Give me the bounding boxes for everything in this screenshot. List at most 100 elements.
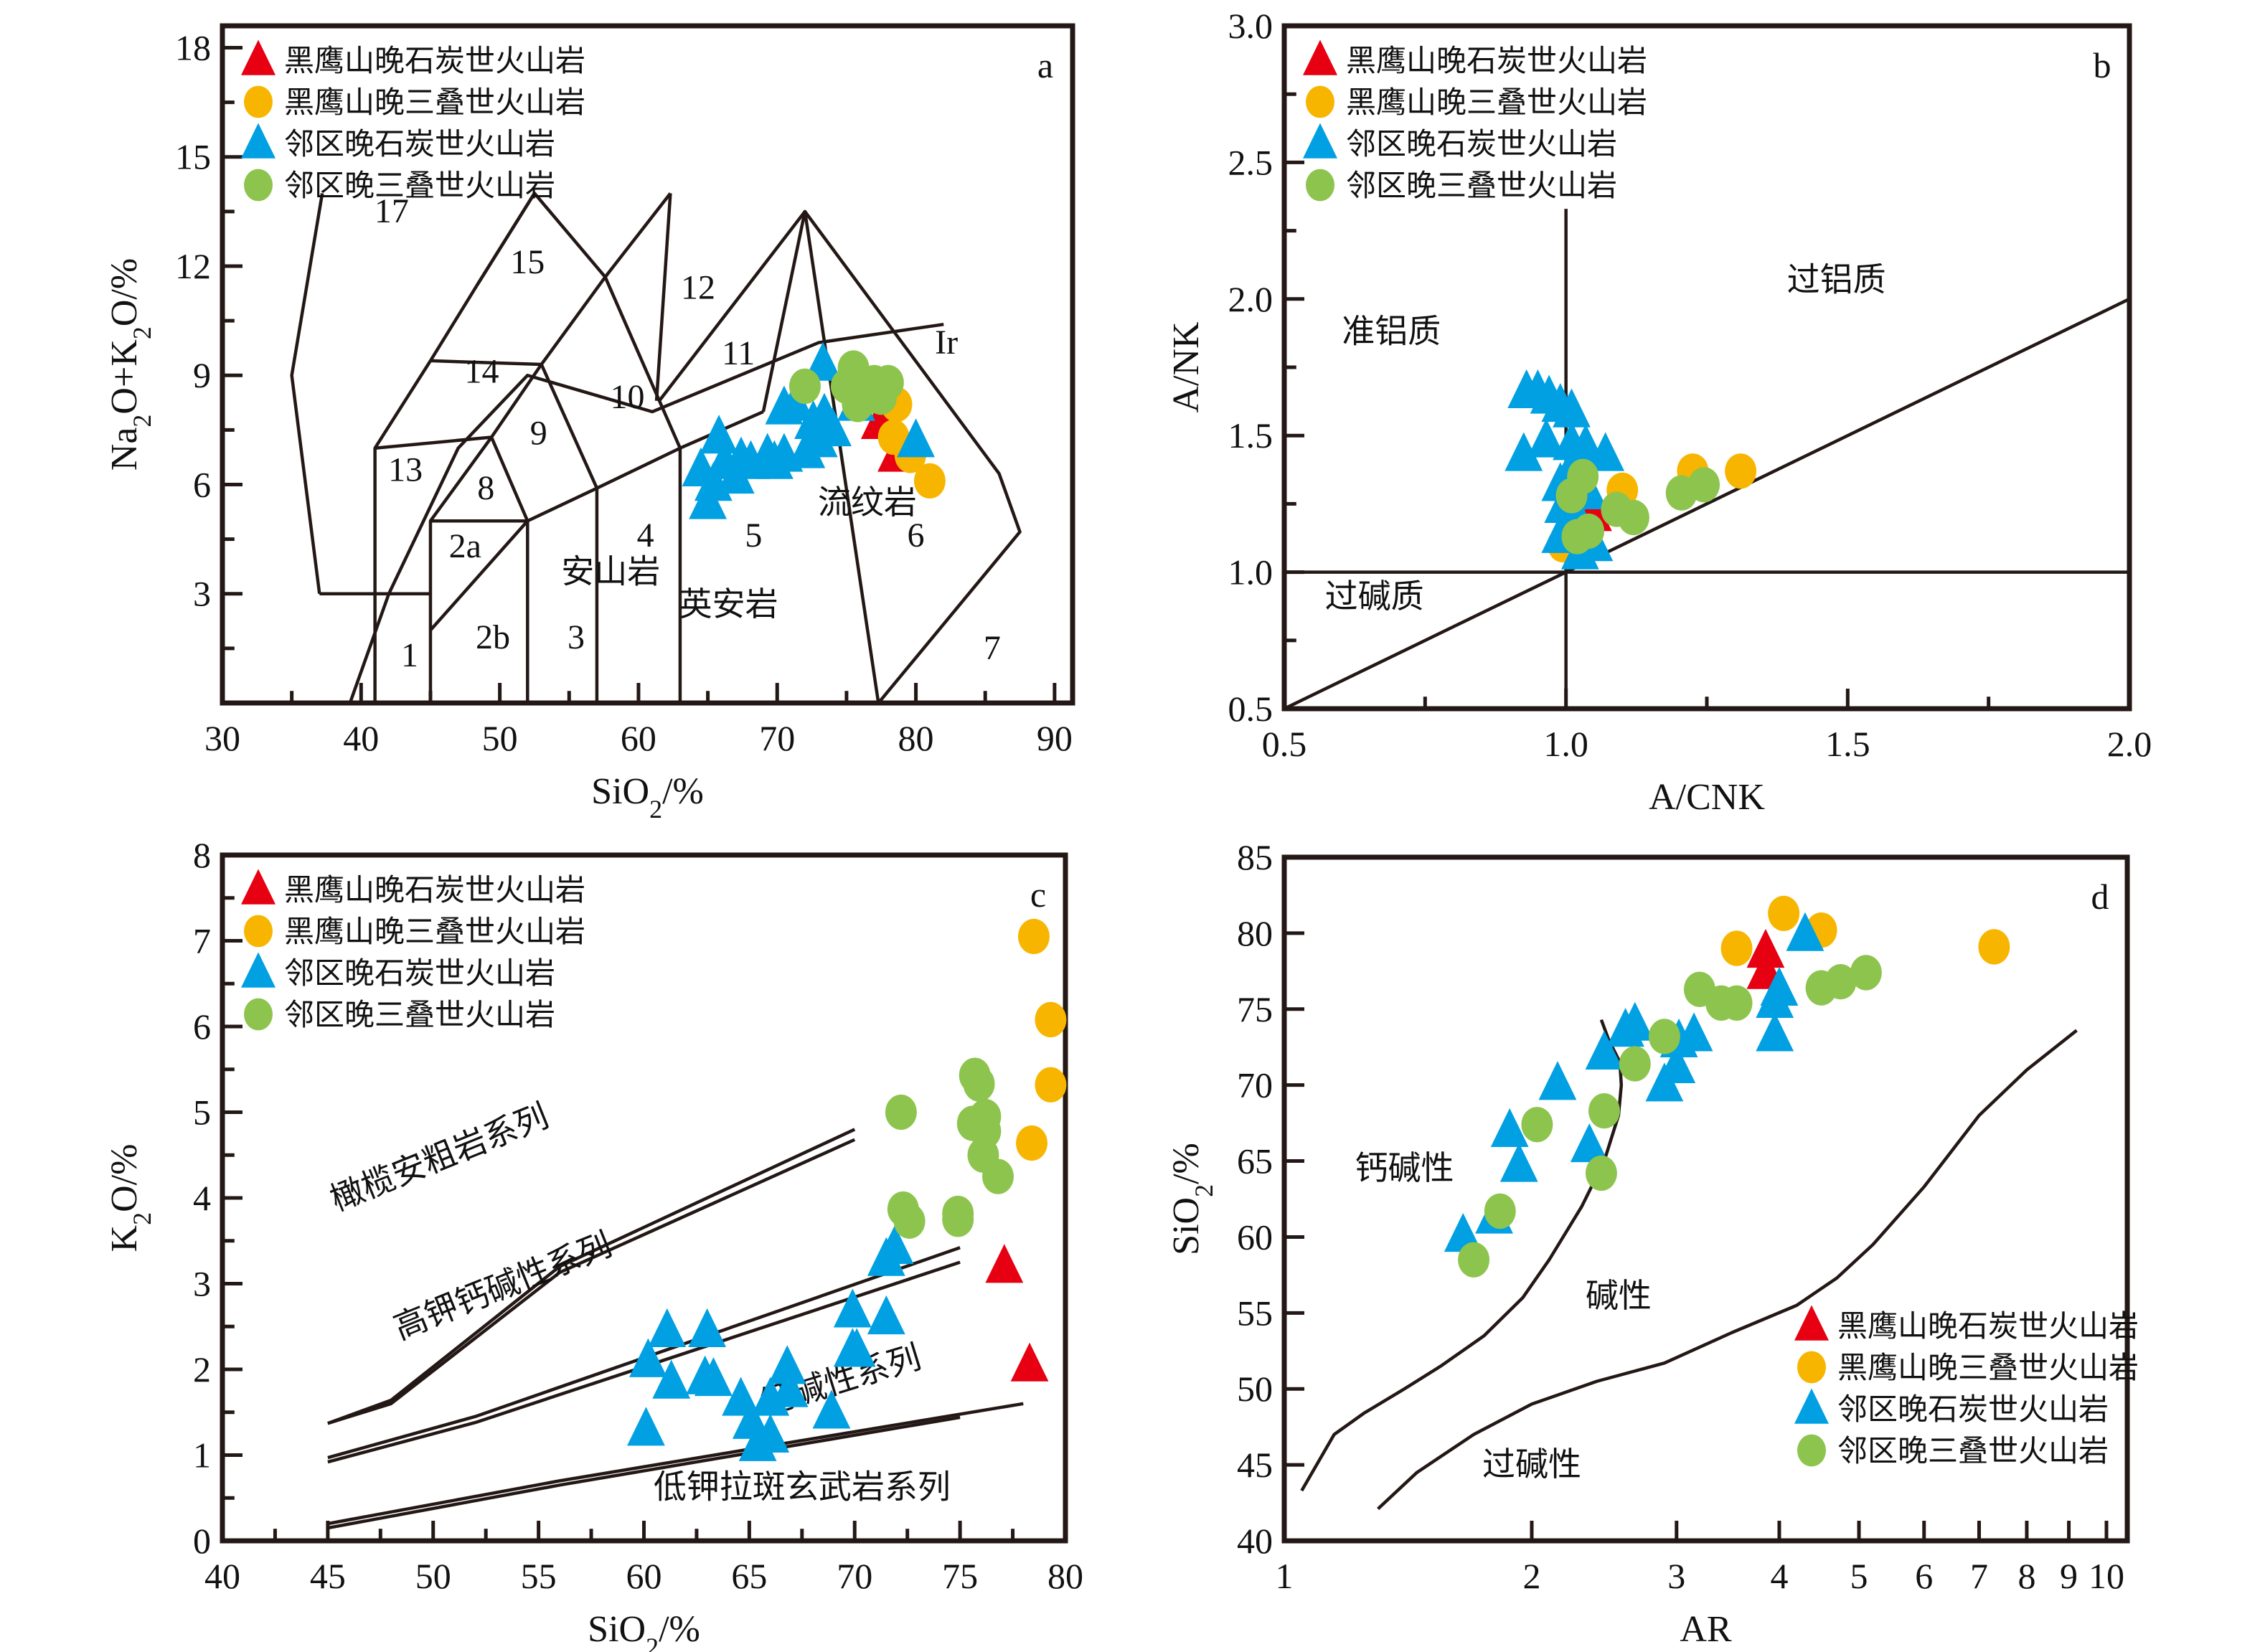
label-part: SiO — [591, 771, 649, 812]
y-tick-label: 2.5 — [1228, 142, 1273, 182]
data-point — [1538, 1061, 1577, 1100]
data-point — [1850, 955, 1882, 991]
data-point — [867, 1295, 905, 1335]
legend-item-hys_t: 黑鹰山晚三叠世火山岩 — [1797, 1350, 2139, 1385]
label-part: /% — [659, 1609, 700, 1650]
data-point — [1657, 1044, 1696, 1084]
legend-marker-circle-icon — [1306, 85, 1334, 118]
y-tick-label: 8 — [193, 835, 211, 875]
x-tick-label: 5 — [1850, 1556, 1868, 1596]
data-point — [893, 1203, 926, 1239]
legend-item-hys_c: 黑鹰山晚石炭世火山岩 — [241, 869, 585, 907]
x-tick-label: 50 — [415, 1556, 451, 1596]
legend-label: 黑鹰山晚石炭世火山岩 — [1837, 1308, 2139, 1344]
field-label: 2a — [449, 527, 481, 565]
legend-marker-triangle-icon — [1303, 123, 1337, 159]
data-point — [1444, 1212, 1482, 1252]
field-label: 1 — [401, 636, 418, 674]
x-tick-label: 70 — [759, 718, 795, 758]
subscript: 2 — [1190, 1184, 1218, 1197]
x-tick-label: 9 — [2060, 1556, 2078, 1596]
data-points — [1444, 895, 2010, 1278]
legend-label: 邻区晚三叠世火山岩 — [284, 997, 555, 1032]
label-part: /% — [1166, 1143, 1207, 1184]
data-point — [1786, 912, 1825, 951]
data-point — [1505, 432, 1543, 471]
y-tick-label: 1.0 — [1228, 552, 1273, 593]
data-point — [1585, 1030, 1624, 1070]
y-tick-label: 75 — [1237, 989, 1273, 1029]
y-tick-label: 40 — [1237, 1521, 1273, 1561]
boundary-line — [429, 519, 529, 631]
y-tick-label: 50 — [1237, 1369, 1273, 1409]
subscript: 2 — [128, 415, 156, 428]
series-nb_t — [788, 350, 904, 423]
legend-item-hys_c: 黑鹰山晚石炭世火山岩 — [241, 39, 585, 78]
data-point — [1675, 1012, 1713, 1052]
y-axis-label: A/NK — [1166, 321, 1207, 413]
data-point — [1978, 929, 2010, 965]
field-label: 安山岩 — [561, 552, 660, 591]
data-point — [1648, 1019, 1680, 1054]
data-point — [875, 1224, 914, 1265]
y-tick-label: 85 — [1237, 837, 1273, 877]
y-axis-label: Na2O+K2O/% — [104, 258, 156, 471]
field-label: 高钾钙碱性系列 — [388, 1224, 617, 1347]
legend-item-hys_t: 黑鹰山晚三叠世火山岩 — [1306, 85, 1647, 120]
legend-item-nb_c: 邻区晚石炭世火山岩 — [241, 123, 555, 161]
x-axis-label: AR — [1680, 1609, 1732, 1650]
data-point — [1527, 418, 1565, 458]
y-tick-label: 0.5 — [1228, 689, 1273, 729]
y-tick-label: 7 — [193, 921, 211, 961]
field-label: 14 — [464, 352, 499, 390]
x-tick-label: 3 — [1667, 1556, 1685, 1596]
data-point — [700, 415, 738, 454]
data-point — [1617, 499, 1649, 536]
data-point — [1561, 519, 1593, 554]
legend-item-hys_c: 黑鹰山晚石炭世火山岩 — [1303, 39, 1647, 78]
x-tick-label: 40 — [343, 718, 379, 758]
series-nb_t — [1555, 458, 1720, 554]
x-axis-label: A/CNK — [1649, 777, 1765, 818]
series-nb_t — [1458, 955, 1882, 1278]
x-tick-label: 90 — [1037, 718, 1073, 758]
panel-letter: a — [1037, 45, 1053, 85]
legend-marker-triangle-icon — [1303, 39, 1337, 75]
data-point — [1746, 928, 1785, 968]
field-label: 准铝质 — [1342, 312, 1441, 351]
label-part: Na — [104, 428, 145, 471]
legend-marker-circle-icon — [1797, 1351, 1826, 1384]
legend-label: 邻区晚石炭世火山岩 — [1837, 1392, 2109, 1427]
x-tick-label: 6 — [1915, 1556, 1933, 1596]
boundary-line — [1377, 1029, 2078, 1511]
series-nb_t — [885, 1057, 1014, 1239]
legend-label: 黑鹰山晚三叠世火山岩 — [284, 914, 585, 949]
x-tick-label: 60 — [626, 1556, 662, 1596]
data-point — [963, 1066, 995, 1102]
label-part: O+K — [104, 339, 145, 415]
boundary-line — [489, 436, 529, 522]
data-point — [1756, 1012, 1794, 1052]
data-point — [768, 1345, 806, 1384]
boundary-line — [375, 435, 492, 450]
boundary-line — [290, 193, 324, 595]
legend-label: 黑鹰山晚石炭世火山岩 — [1346, 43, 1647, 78]
x-axis-label: SiO2/% — [591, 771, 704, 823]
legend-label: 黑鹰山晚三叠世火山岩 — [1837, 1350, 2139, 1385]
boundary-line — [540, 364, 598, 489]
data-point — [897, 418, 935, 458]
field-label: 钙碱性 — [1355, 1148, 1454, 1187]
field-label: 5 — [745, 516, 762, 554]
legend-item-nb_c: 邻区晚石炭世火山岩 — [241, 952, 555, 991]
plot-frame — [220, 23, 1075, 706]
field-label: 8 — [477, 469, 494, 507]
data-point — [1725, 453, 1757, 489]
x-tick-label: 70 — [837, 1556, 872, 1596]
data-point — [1010, 1342, 1049, 1382]
legend-marker-circle-icon — [1797, 1434, 1826, 1467]
boundary-line — [603, 192, 672, 278]
